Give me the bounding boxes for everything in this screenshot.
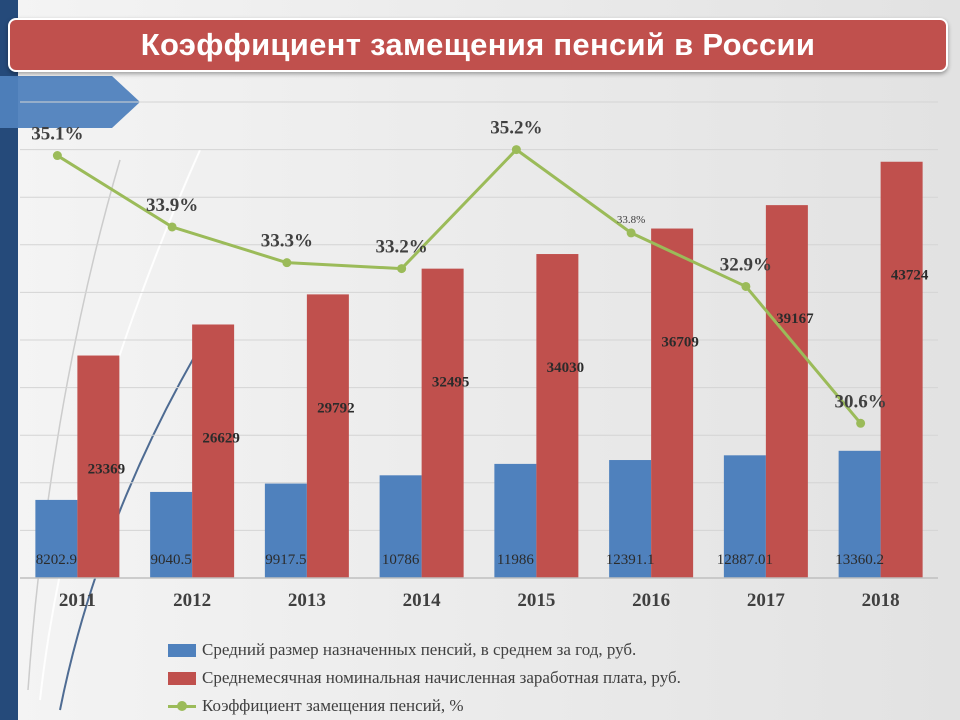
bar-label-wage: 29792 (317, 400, 355, 416)
ratio-point (52, 151, 62, 161)
ratio-data-label: 33.2% (376, 237, 428, 258)
bar-pension (494, 463, 537, 578)
legend-swatch-wage (168, 671, 196, 685)
legend-label-pension: Средний размер назначенных пенсий, в сре… (202, 640, 637, 659)
bar-label-wage: 23369 (88, 462, 126, 478)
ratio-point (511, 145, 521, 155)
bar-label-pension: 12887.01 (717, 552, 773, 568)
ratio-data-labels: 35.1% 33.9% 33.3% 33.2% 35.2% 33.8% 32.9% 30.6% (31, 118, 887, 413)
ratio-data-label: 33.9% (146, 195, 198, 216)
ratio-data-label: 33.8% (617, 214, 645, 226)
wage-bars (77, 161, 923, 579)
ratio-point (397, 264, 407, 274)
x-axis: 2011 2012 2013 2014 2015 2016 2017 2018 (20, 577, 938, 611)
ratio-data-label: 35.2% (490, 118, 542, 139)
x-tick-label: 2018 (862, 590, 900, 611)
bar-wage (192, 324, 235, 578)
ratio-point (167, 222, 177, 232)
bar-pension (838, 450, 881, 578)
title-banner: Коэффициент замещения пенсий в России (8, 18, 948, 72)
left-accent-strip (0, 0, 18, 720)
bar-label-wage: 39167 (776, 311, 814, 327)
bar-wage (651, 228, 694, 578)
legend-label-ratio: Коэффициент замещения пенсий, % (202, 696, 464, 715)
legend-label-wage: Среднемесячная номинальная начисленная з… (202, 668, 681, 687)
ratio-point (856, 418, 866, 428)
bar-label-wage: 32495 (432, 375, 470, 391)
x-tick-label: 2016 (632, 590, 670, 611)
bar-label-pension: 11986 (497, 552, 534, 568)
page-title: Коэффициент замещения пенсий в России (140, 27, 816, 62)
bar-label-wage: 26629 (202, 430, 240, 446)
bar-label-pension: 8202.9 (36, 552, 77, 568)
bar-label-pension: 10786 (382, 552, 420, 568)
legend-item-pension: Средний размер назначенных пенсий, в сре… (168, 636, 681, 664)
ratio-line (56, 148, 862, 425)
bar-wage (421, 268, 464, 578)
legend: Средний размер назначенных пенсий, в сре… (168, 636, 681, 720)
bar-label-wage: 36709 (661, 335, 699, 351)
x-tick-label: 2012 (173, 590, 211, 611)
ratio-point (282, 258, 292, 268)
ratio-data-label: 30.6% (835, 391, 887, 412)
pension-bars (35, 450, 881, 578)
bar-label-wage: 43724 (891, 268, 929, 284)
x-tick-label: 2015 (517, 590, 555, 611)
bar-wage (765, 205, 808, 578)
bar-pension (264, 483, 307, 578)
swoosh-curve (59, 329, 211, 711)
bar-pension (379, 475, 422, 578)
x-tick-label: 2013 (288, 590, 326, 611)
bar-pension (150, 491, 193, 578)
swoosh-curve (39, 149, 201, 701)
bar-pension (723, 455, 766, 578)
legend-item-ratio: Коэффициент замещения пенсий, % (168, 692, 681, 720)
x-tick-label: 2017 (747, 590, 786, 611)
ratio-data-label: 33.3% (261, 231, 313, 252)
ratio-point (741, 281, 751, 291)
bar-wage (536, 254, 579, 578)
bar-wage (880, 161, 923, 579)
bar-data-labels: 8202.9 23369 9040.5 26629 9917.5 29792 10786 32… (36, 268, 929, 568)
bar-label-pension: 9040.5 (151, 552, 192, 568)
bar-wage (306, 294, 349, 578)
bar-wage (77, 355, 120, 578)
ratio-line-series (52, 145, 866, 428)
ratio-data-label: 35.1% (31, 124, 83, 145)
ratio-data-label: 32.9% (720, 254, 772, 275)
bar-label-pension: 13360.2 (835, 552, 884, 568)
ratio-point (626, 228, 636, 238)
bar-label-wage: 34030 (547, 360, 585, 376)
bar-label-pension: 9917.5 (265, 552, 306, 568)
bar-label-pension: 12391.1 (606, 552, 655, 568)
legend-swatch-ratio (168, 700, 196, 713)
legend-item-wage: Среднемесячная номинальная начисленная з… (168, 664, 681, 692)
swoosh-curve (27, 159, 121, 691)
bar-pension (35, 499, 78, 578)
bar-pension (609, 460, 652, 578)
legend-swatch-pension (168, 643, 196, 657)
x-tick-label: 2011 (59, 590, 96, 611)
x-tick-label: 2014 (403, 590, 442, 611)
